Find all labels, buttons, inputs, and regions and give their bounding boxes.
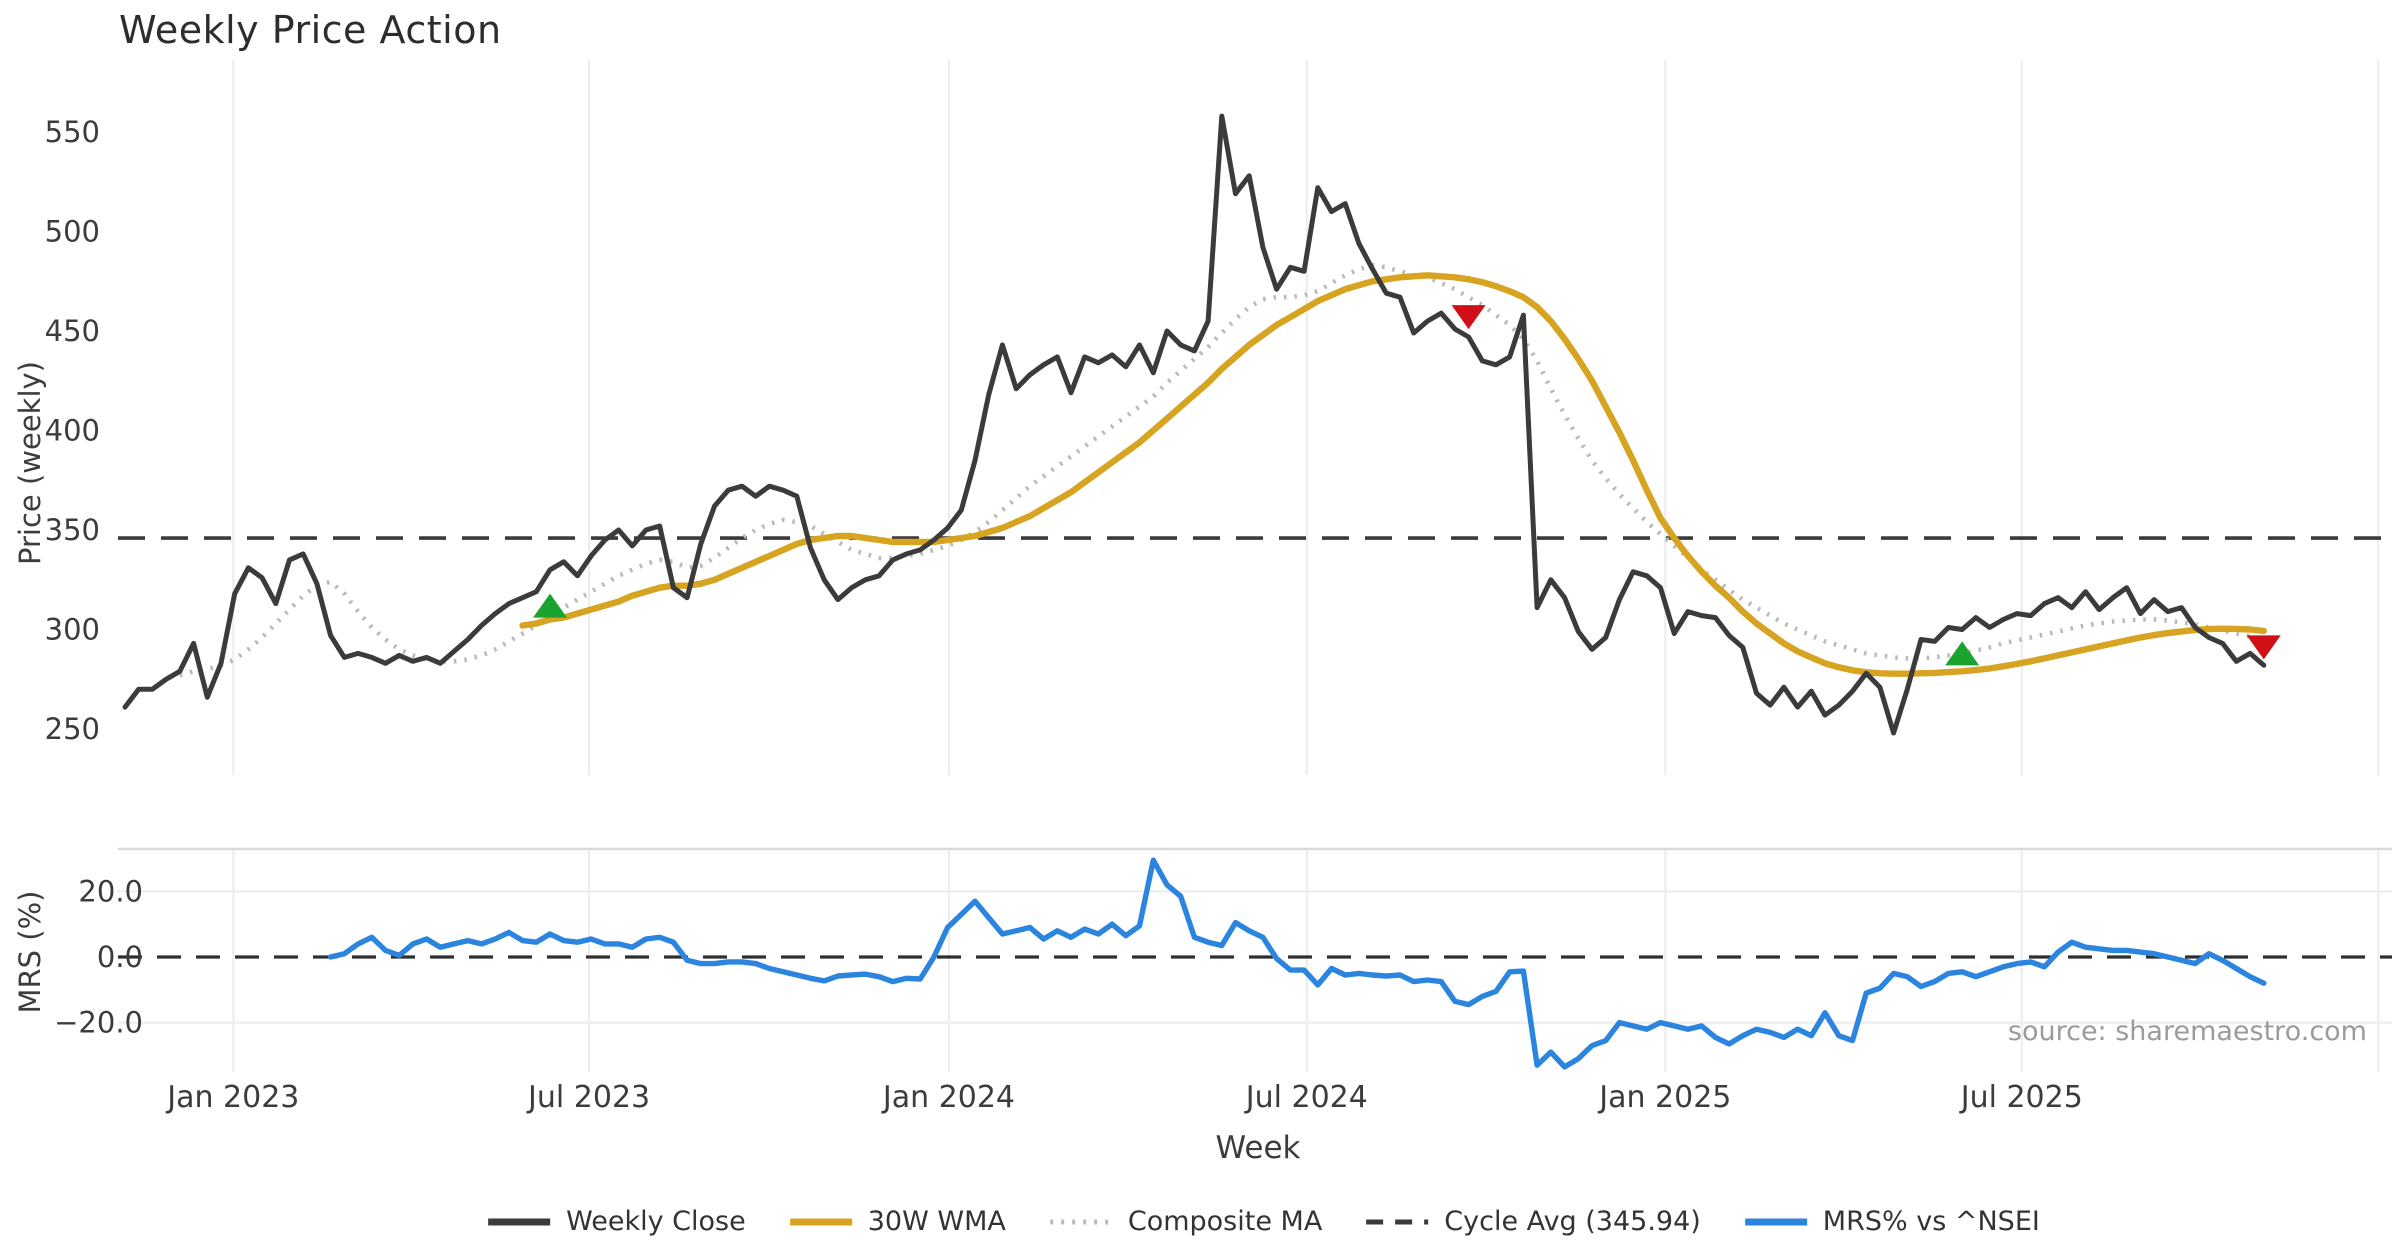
sell-signal-marker	[2246, 635, 2281, 660]
legend-item: 30W WMA	[788, 1206, 1006, 1237]
buy-signal-marker	[533, 593, 568, 618]
legend-swatch-dashed	[1366, 1219, 1429, 1224]
source-credit: source: sharemaestro.com	[2007, 1016, 2367, 1047]
price-tick-label: 500	[45, 215, 100, 249]
x-tick-label: Jul 2025	[1959, 1080, 2083, 1115]
legend-item: Composite MA	[1048, 1206, 1322, 1237]
price-tick-label: 400	[45, 414, 100, 448]
x-tick-label: Jan 2024	[881, 1080, 1015, 1115]
legend-item: Weekly Close	[486, 1206, 746, 1237]
legend-item: Cycle Avg (345.94)	[1364, 1206, 1701, 1237]
price-tick-label: 550	[45, 115, 100, 149]
legend-label: MRS% vs ^NSEI	[1822, 1206, 2040, 1237]
mrs-tick-label: 0.0	[97, 940, 143, 974]
price-axis-title: Price (weekly)	[13, 360, 47, 566]
mrs-tick-label: 20.0	[78, 874, 143, 908]
legend-swatch-dotted	[1049, 1219, 1112, 1224]
page-title: Weekly Price Action	[119, 8, 502, 52]
price-tick-label: 250	[45, 712, 100, 746]
price-tick-label: 350	[45, 513, 100, 547]
mrs-axis-title: MRS (%)	[13, 890, 47, 1014]
buy-signal-marker	[1945, 641, 1980, 666]
legend-label: Composite MA	[1127, 1206, 1323, 1237]
legend-label: 30W WMA	[867, 1206, 1006, 1237]
legend-item: MRS% vs ^NSEI	[1743, 1206, 2040, 1237]
legend-swatch-solid	[789, 1218, 852, 1225]
x-tick-label: Jan 2023	[165, 1080, 299, 1115]
x-tick-label: Jul 2023	[526, 1080, 650, 1115]
mrs-line	[327, 857, 2267, 1070]
x-tick-label: Jul 2024	[1244, 1080, 1368, 1115]
legend-swatch-solid	[488, 1218, 551, 1225]
mrs-tick-label: −20.0	[54, 1006, 143, 1040]
sell-signal-marker	[1451, 305, 1486, 330]
legend-swatch-solid	[1744, 1218, 1807, 1225]
price-tick-label: 450	[45, 314, 100, 348]
wma-line	[519, 272, 2267, 677]
x-axis-title: Week	[1215, 1130, 1301, 1166]
price-tick-label: 300	[45, 613, 100, 647]
weekly-close-line	[122, 113, 2267, 736]
x-tick-label: Jan 2025	[1597, 1080, 1731, 1115]
legend-label: Weekly Close	[566, 1206, 746, 1237]
legend: Weekly Close 30W WMA Composite MA Cycle Avg…	[486, 1206, 2040, 1237]
legend-label: Cycle Avg (345.94)	[1444, 1206, 1701, 1237]
